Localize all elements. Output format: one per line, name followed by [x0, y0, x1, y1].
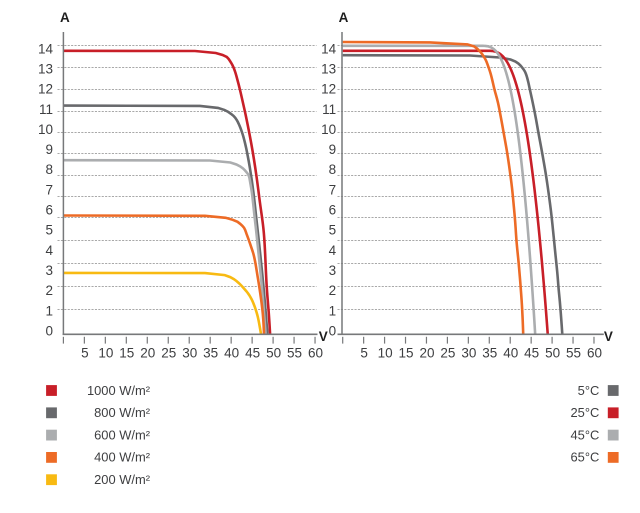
- svg-text:8: 8: [329, 162, 337, 177]
- svg-text:12: 12: [38, 82, 53, 97]
- svg-text:1: 1: [329, 303, 337, 318]
- svg-text:9: 9: [329, 142, 337, 157]
- svg-text:6: 6: [329, 203, 337, 218]
- svg-text:V: V: [604, 329, 613, 344]
- svg-text:V: V: [319, 329, 328, 344]
- svg-text:5: 5: [329, 223, 337, 238]
- svg-text:45: 45: [245, 345, 260, 360]
- svg-text:10: 10: [321, 122, 336, 137]
- svg-text:35: 35: [203, 345, 218, 360]
- svg-text:25°C: 25°C: [570, 405, 599, 420]
- svg-text:0: 0: [45, 323, 53, 338]
- svg-text:14: 14: [38, 41, 54, 56]
- svg-text:10: 10: [38, 122, 53, 137]
- svg-text:800 W/m²: 800 W/m²: [94, 405, 151, 420]
- svg-text:4: 4: [329, 243, 337, 258]
- svg-text:35: 35: [482, 345, 497, 360]
- svg-text:13: 13: [38, 61, 53, 76]
- svg-text:1: 1: [45, 303, 53, 318]
- svg-text:40: 40: [503, 345, 518, 360]
- svg-text:45°C: 45°C: [570, 427, 599, 442]
- svg-text:600 W/m²: 600 W/m²: [94, 427, 151, 442]
- svg-text:45: 45: [524, 345, 539, 360]
- svg-text:13: 13: [321, 61, 336, 76]
- svg-text:5°C: 5°C: [578, 383, 600, 398]
- svg-text:50: 50: [266, 345, 281, 360]
- svg-text:4: 4: [45, 243, 53, 258]
- svg-text:200 W/m²: 200 W/m²: [94, 472, 151, 487]
- svg-text:15: 15: [119, 345, 134, 360]
- svg-text:5: 5: [45, 223, 53, 238]
- svg-text:9: 9: [45, 142, 53, 157]
- svg-text:8: 8: [45, 162, 53, 177]
- svg-text:11: 11: [322, 102, 336, 117]
- svg-text:60: 60: [587, 345, 602, 360]
- svg-text:5: 5: [81, 345, 89, 360]
- svg-text:65°C: 65°C: [570, 450, 599, 465]
- svg-text:25: 25: [440, 345, 455, 360]
- svg-text:2: 2: [329, 283, 337, 298]
- svg-text:20: 20: [419, 345, 434, 360]
- svg-text:3: 3: [329, 263, 337, 278]
- svg-text:400 W/m²: 400 W/m²: [94, 450, 151, 465]
- svg-text:7: 7: [329, 182, 337, 197]
- svg-text:7: 7: [45, 182, 53, 197]
- svg-text:14: 14: [321, 41, 337, 56]
- svg-text:20: 20: [140, 345, 155, 360]
- svg-text:30: 30: [182, 345, 197, 360]
- svg-text:30: 30: [461, 345, 476, 360]
- svg-text:10: 10: [98, 345, 113, 360]
- svg-text:5: 5: [360, 345, 368, 360]
- svg-text:55: 55: [287, 345, 302, 360]
- svg-text:1000 W/m²: 1000 W/m²: [87, 383, 151, 398]
- svg-text:2: 2: [45, 283, 53, 298]
- svg-text:A: A: [339, 10, 349, 25]
- svg-text:A: A: [60, 10, 70, 25]
- svg-text:0: 0: [329, 323, 337, 338]
- svg-text:10: 10: [378, 345, 393, 360]
- svg-text:55: 55: [566, 345, 581, 360]
- svg-text:40: 40: [224, 345, 239, 360]
- svg-text:50: 50: [545, 345, 560, 360]
- svg-text:15: 15: [399, 345, 414, 360]
- svg-text:12: 12: [321, 82, 336, 97]
- svg-text:11: 11: [39, 102, 53, 117]
- svg-text:25: 25: [161, 345, 176, 360]
- svg-text:6: 6: [45, 203, 53, 218]
- svg-text:60: 60: [308, 345, 323, 360]
- svg-text:3: 3: [45, 263, 53, 278]
